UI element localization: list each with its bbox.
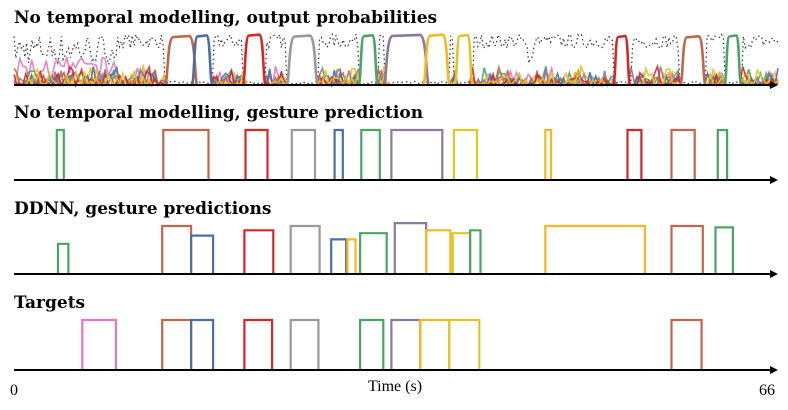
panel-1: No temporal modelling, output probabilit…	[13, 8, 779, 89]
gesture-segment-red	[243, 229, 275, 274]
probability-peak-blue	[190, 34, 214, 87]
gesture-segment-orange	[544, 128, 553, 180]
gesture-segment-purple	[390, 128, 444, 180]
axis-arrow-icon	[770, 270, 778, 278]
gesture-segment-green	[56, 242, 70, 274]
gesture-segment-green	[359, 318, 385, 370]
probability-peak-yellow	[453, 33, 475, 87]
gesture-segment-yellow	[451, 232, 472, 274]
gesture-segment-green	[469, 229, 482, 274]
gesture-segment-gray	[290, 128, 317, 180]
probability-peak-brown	[678, 34, 708, 87]
gesture-segment-red	[243, 318, 274, 370]
gesture-segment-pink	[81, 318, 117, 370]
gesture-segment-blue	[190, 318, 215, 370]
gesture-segment-gray	[289, 318, 320, 370]
gesture-segment-orange	[346, 238, 357, 274]
gesture-segment-red	[244, 128, 269, 180]
axis-arrow-icon	[770, 176, 778, 184]
probability-peak-gray	[285, 34, 320, 87]
gesture-segment-green	[716, 128, 729, 180]
probability-peak-purple	[382, 33, 431, 87]
x-axis-label: Time (s)	[368, 378, 422, 395]
panel-title: DDNN, gesture predictions	[14, 199, 271, 219]
gesture-segment-green	[714, 226, 734, 274]
gesture-segment-brown	[670, 318, 703, 370]
gesture-segment-yellow	[452, 128, 479, 180]
gesture-segment-red	[626, 128, 643, 180]
gesture-segment-green	[359, 232, 388, 274]
gesture-segment-orange	[544, 224, 646, 274]
gesture-segment-green	[55, 128, 65, 180]
panel-title: No temporal modelling, output probabilit…	[14, 8, 437, 28]
gesture-segment-orange	[425, 229, 452, 274]
panel-3: DDNN, gesture predictions	[14, 199, 778, 278]
gesture-segment-blue	[190, 234, 215, 274]
x-tick-label-end: 66	[759, 382, 775, 399]
gesture-segment-brown	[162, 128, 210, 180]
probability-peak-green	[357, 33, 380, 87]
gesture-segment-blue	[333, 128, 344, 180]
gesture-segment-brown	[161, 318, 193, 370]
gesture-segment-brown	[161, 224, 193, 274]
gesture-segment-orange	[419, 318, 451, 370]
gesture-segment-green	[360, 128, 381, 180]
gesture-segment-purple	[390, 318, 422, 370]
panel-title: No temporal modelling, gesture predictio…	[14, 103, 423, 123]
gesture-segment-blue	[330, 238, 348, 274]
probability-peak-red	[611, 34, 632, 87]
gesture-segment-purple	[393, 222, 428, 274]
x-tick-label-start: 0	[10, 382, 18, 399]
probability-peak-red	[241, 33, 268, 87]
probability-peak-brown	[163, 34, 199, 87]
gesture-segment-yellow	[448, 318, 481, 370]
panel-2: No temporal modelling, gesture predictio…	[14, 103, 778, 184]
probability-peak-orange	[421, 33, 452, 87]
panel-title: Targets	[14, 293, 85, 313]
gesture-segment-brown	[670, 224, 704, 274]
panel-4: Targets	[14, 293, 778, 374]
probability-peak-green	[722, 34, 743, 87]
gesture-segment-gray	[289, 224, 321, 274]
axis-arrow-icon	[770, 81, 778, 89]
gesture-segment-brown	[670, 128, 696, 180]
axis-arrow-icon	[770, 366, 778, 374]
